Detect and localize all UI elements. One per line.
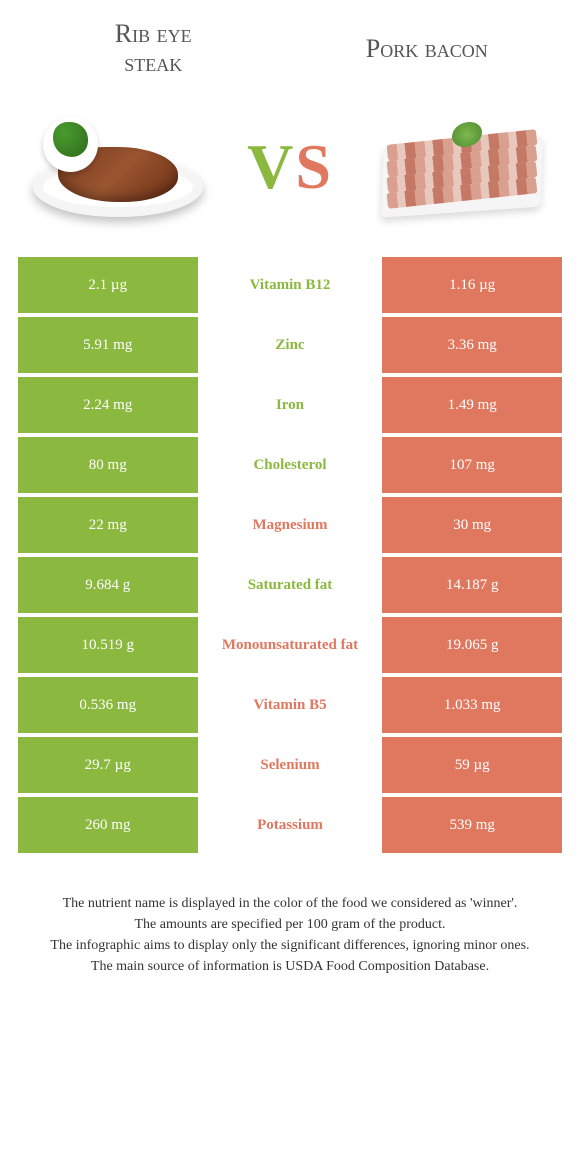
footer-line1: The nutrient name is displayed in the co… [38, 893, 542, 914]
left-value: 80 mg [18, 437, 198, 493]
steak-illustration [33, 117, 203, 217]
left-value: 29.7 µg [18, 737, 198, 793]
table-row: 29.7 µgSelenium59 µg [18, 737, 562, 793]
footer-line4: The main source of information is USDA F… [38, 956, 542, 977]
left-value: 5.91 mg [18, 317, 198, 373]
title-left-line2: steak [48, 49, 258, 78]
table-row: 2.1 µgVitamin B121.16 µg [18, 257, 562, 313]
right-value: 30 mg [382, 497, 562, 553]
left-value: 260 mg [18, 797, 198, 853]
nutrient-name: Saturated fat [198, 557, 383, 613]
vs-s: S [295, 131, 333, 202]
nutrient-name: Vitamin B5 [198, 677, 383, 733]
right-value: 3.36 mg [382, 317, 562, 373]
footer-notes: The nutrient name is displayed in the co… [18, 853, 562, 977]
vs-label: VS [247, 130, 333, 204]
right-value: 14.187 g [382, 557, 562, 613]
right-value: 59 µg [382, 737, 562, 793]
nutrient-table: 2.1 µgVitamin B121.16 µg5.91 mgZinc3.36 … [18, 257, 562, 853]
bacon-illustration [382, 117, 542, 217]
left-value: 2.24 mg [18, 377, 198, 433]
right-value: 1.033 mg [382, 677, 562, 733]
left-value: 22 mg [18, 497, 198, 553]
title-right: Pork bacon [322, 34, 532, 64]
table-row: 10.519 gMonounsaturated fat19.065 g [18, 617, 562, 673]
table-row: 22 mgMagnesium30 mg [18, 497, 562, 553]
table-row: 5.91 mgZinc3.36 mg [18, 317, 562, 373]
right-value: 1.49 mg [382, 377, 562, 433]
left-value: 0.536 mg [18, 677, 198, 733]
nutrient-name: Selenium [198, 737, 383, 793]
right-food-image [372, 107, 552, 227]
right-value: 107 mg [382, 437, 562, 493]
left-value: 9.684 g [18, 557, 198, 613]
footer-line2: The amounts are specified per 100 gram o… [38, 914, 542, 935]
title-left-line1: Rib eye [48, 20, 258, 49]
table-row: 2.24 mgIron1.49 mg [18, 377, 562, 433]
hero-row: VS [18, 97, 562, 257]
nutrient-name: Zinc [198, 317, 383, 373]
left-food-image [28, 107, 208, 227]
right-value: 539 mg [382, 797, 562, 853]
right-value: 1.16 µg [382, 257, 562, 313]
left-value: 10.519 g [18, 617, 198, 673]
footer-line3: The infographic aims to display only the… [38, 935, 542, 956]
table-row: 80 mgCholesterol107 mg [18, 437, 562, 493]
table-row: 9.684 gSaturated fat14.187 g [18, 557, 562, 613]
title-left: Rib eye steak [48, 20, 258, 77]
nutrient-name: Potassium [198, 797, 383, 853]
nutrient-name: Cholesterol [198, 437, 383, 493]
nutrient-name: Monounsaturated fat [198, 617, 383, 673]
right-value: 19.065 g [382, 617, 562, 673]
table-row: 0.536 mgVitamin B51.033 mg [18, 677, 562, 733]
title-row: Rib eye steak Pork bacon [18, 20, 562, 97]
vs-v: V [247, 131, 295, 202]
nutrient-name: Iron [198, 377, 383, 433]
nutrient-name: Vitamin B12 [198, 257, 383, 313]
nutrient-name: Magnesium [198, 497, 383, 553]
table-row: 260 mgPotassium539 mg [18, 797, 562, 853]
left-value: 2.1 µg [18, 257, 198, 313]
